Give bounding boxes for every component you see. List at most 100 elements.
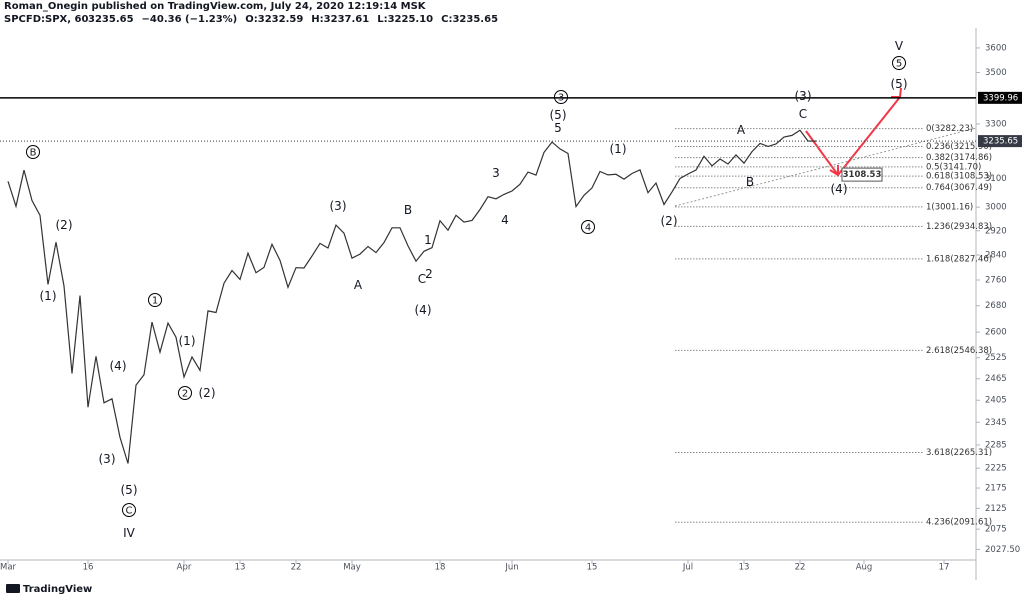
wave-label: B bbox=[30, 148, 37, 159]
price-label: 3235.65 bbox=[983, 137, 1018, 147]
fib-label: 3.618(2265.31) bbox=[926, 448, 992, 458]
wave-label: (3) bbox=[99, 452, 116, 466]
arrow-head bbox=[829, 165, 839, 177]
target-tag-label: 3108.53 bbox=[843, 170, 882, 180]
wave-label: 5 bbox=[896, 59, 902, 70]
wave-label: 1 bbox=[152, 296, 158, 307]
wave-label: 1 bbox=[424, 233, 432, 247]
wave-label: (2) bbox=[199, 386, 216, 400]
y-tick-label: 2920 bbox=[985, 226, 1007, 236]
x-tick-label: Jul bbox=[682, 563, 693, 573]
y-tick-label: 3100 bbox=[985, 174, 1007, 184]
logo-icon bbox=[6, 584, 20, 593]
wave-label: 4 bbox=[501, 213, 509, 227]
wave-label: C bbox=[126, 506, 133, 517]
target-tag-box bbox=[841, 167, 883, 182]
y-tick-label: 2760 bbox=[985, 275, 1007, 285]
price-line bbox=[7, 129, 817, 464]
x-tick-label: Aug bbox=[856, 563, 873, 573]
y-tick-label: 2027.50 bbox=[985, 545, 1020, 555]
y-tick-label: 2225 bbox=[985, 464, 1007, 474]
wave-label: (4) bbox=[831, 182, 848, 196]
fib-label: 0.5(3141.70) bbox=[926, 162, 981, 172]
arrow-head bbox=[891, 87, 902, 98]
quote-value: O:3232.59 bbox=[245, 14, 303, 25]
wave-label: (4) bbox=[110, 359, 127, 373]
author-line: Roman_Onegin published on TradingView.co… bbox=[4, 1, 427, 12]
fib-label: 1.236(2934.83) bbox=[926, 222, 992, 232]
y-tick-label: 2075 bbox=[985, 525, 1007, 535]
wave-label: (5) bbox=[891, 77, 908, 91]
wave-label: 3 bbox=[558, 93, 564, 104]
x-tick-label: Jun bbox=[504, 563, 518, 573]
x-tick-label: 16 bbox=[83, 563, 94, 573]
wave-label: V bbox=[895, 39, 904, 53]
wave-label: 5 bbox=[554, 121, 562, 135]
fib-label: 1(3001.16) bbox=[926, 202, 973, 212]
price-label-box bbox=[978, 91, 1022, 104]
fib-label: 1.618(2827.46) bbox=[926, 254, 992, 264]
wave-circle bbox=[148, 293, 162, 307]
wave-label: (5) bbox=[121, 483, 138, 497]
y-tick-label: 2125 bbox=[985, 504, 1007, 514]
wave-label: IV bbox=[123, 526, 136, 540]
y-tick-label: 2285 bbox=[985, 440, 1007, 450]
price-label: 3399.96 bbox=[983, 93, 1018, 103]
wave-label: A bbox=[737, 123, 746, 137]
quote-value: −40.36 (−1.23%) bbox=[142, 14, 238, 25]
x-tick-label: Apr bbox=[177, 563, 192, 573]
fib-label: 0.618(3108.53) bbox=[926, 172, 992, 182]
quote-value: L:3225.10 bbox=[377, 14, 433, 25]
wave-label: C bbox=[799, 107, 807, 121]
x-tick-label: 17 bbox=[939, 563, 950, 573]
x-tick-label: 22 bbox=[795, 563, 806, 573]
y-tick-label: 2345 bbox=[985, 418, 1007, 428]
y-tick-label: 2405 bbox=[985, 396, 1007, 406]
x-tick-label: 15 bbox=[587, 563, 598, 573]
y-tick-label: 2525 bbox=[985, 353, 1007, 363]
wave-label: B bbox=[404, 203, 412, 217]
y-tick-label: 3300 bbox=[985, 119, 1007, 129]
fib-label: 0(3282.23) bbox=[926, 124, 973, 134]
wave-label: (3) bbox=[795, 89, 812, 103]
symbol: SPCFD:SPX, 60 bbox=[4, 14, 88, 25]
quote-value: C:3235.65 bbox=[441, 14, 498, 25]
wave-label: (2) bbox=[56, 218, 73, 232]
x-tick-label: 13 bbox=[739, 563, 750, 573]
wave-circle bbox=[122, 503, 136, 517]
wave-circle bbox=[178, 386, 192, 400]
wave-label: 2 bbox=[425, 267, 433, 281]
y-tick-label: 2680 bbox=[985, 301, 1007, 311]
y-tick-label: 3500 bbox=[985, 68, 1007, 78]
y-tick-label: 3000 bbox=[985, 203, 1007, 213]
wave-label: C bbox=[418, 272, 426, 286]
wave-label: (1) bbox=[40, 289, 57, 303]
wave-circle bbox=[892, 56, 906, 70]
x-tick-label: 22 bbox=[291, 563, 302, 573]
branding: TradingView bbox=[6, 584, 92, 595]
wave-label: 4 bbox=[585, 223, 591, 234]
wave-label: (1) bbox=[610, 142, 627, 156]
x-tick-label: 18 bbox=[435, 563, 446, 573]
y-tick-label: 2175 bbox=[985, 484, 1007, 494]
x-tick-label: 13 bbox=[235, 563, 246, 573]
wave-label: (4) bbox=[415, 303, 432, 317]
fib-label: 0.764(3067.49) bbox=[926, 183, 992, 193]
quote-value: H:3237.61 bbox=[311, 14, 369, 25]
wave-circle bbox=[26, 145, 40, 159]
quote-value: 3235.65 bbox=[88, 14, 134, 25]
wave-label: (2) bbox=[661, 214, 678, 228]
x-tick-label: May bbox=[343, 563, 361, 573]
wave-label: B bbox=[746, 175, 754, 189]
wave-label: 3 bbox=[492, 166, 500, 180]
wave-label: (5) bbox=[550, 108, 567, 122]
y-tick-label: 2840 bbox=[985, 251, 1007, 261]
price-label-box bbox=[978, 135, 1022, 148]
y-tick-label: 2465 bbox=[985, 374, 1007, 384]
wave-label: A bbox=[354, 278, 363, 292]
fib-label: 0.382(3174.86) bbox=[926, 153, 992, 163]
x-tick-label: Mar bbox=[0, 563, 17, 573]
fib-label: 2.618(2546.38) bbox=[926, 346, 992, 356]
